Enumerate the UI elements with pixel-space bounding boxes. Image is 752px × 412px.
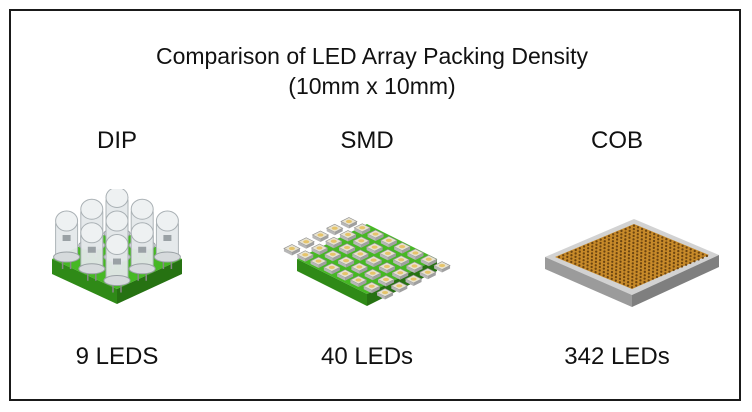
smd-led-array-icon bbox=[283, 217, 451, 306]
diagram-frame: Comparison of LED Array Packing Density … bbox=[9, 9, 741, 401]
panel-label: COB bbox=[590, 127, 643, 154]
panel-label: SMD bbox=[340, 127, 394, 154]
dip-led-array-icon bbox=[52, 189, 182, 304]
panel-cob: COB 342 LEDs bbox=[497, 11, 737, 403]
title-line-1: Comparison of LED Array Packing Density bbox=[155, 43, 589, 69]
panel-smd: SMD 40 LEDs bbox=[247, 11, 487, 403]
panel-dip: DIP 9 LEDS bbox=[0, 11, 237, 403]
diagram-title: Comparison of LED Array Packing Density … bbox=[11, 41, 733, 101]
panel-label: DIP bbox=[96, 127, 137, 154]
panel-count: 9 LEDS bbox=[75, 343, 159, 370]
title-line-2: (10mm x 10mm) bbox=[288, 73, 456, 99]
panel-count: 40 LEDs bbox=[320, 343, 414, 370]
panel-count: 342 LEDs bbox=[564, 343, 670, 370]
cob-led-array-icon bbox=[545, 219, 719, 307]
